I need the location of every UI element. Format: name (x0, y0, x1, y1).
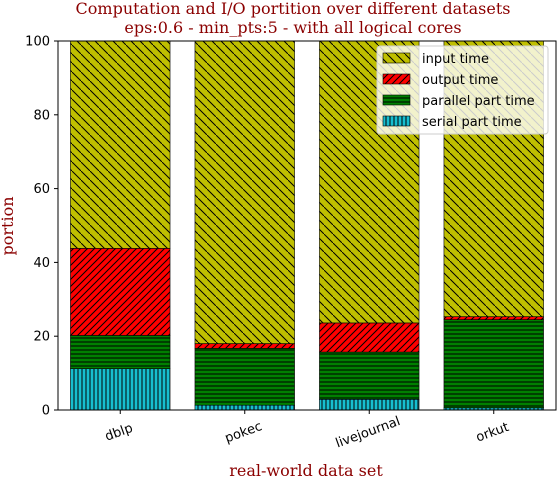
bar-parallel-part-time-livejournal (319, 351, 420, 400)
y-tick-label: 0 (42, 404, 50, 419)
bar-parallel-part-time-dblp (70, 335, 171, 369)
y-tick-label: 80 (33, 108, 50, 123)
legend: input time output time parallel part time s… (376, 45, 549, 135)
y-tick-label: 20 (33, 330, 50, 345)
bar-output-time-pokec (194, 343, 295, 349)
x-axis: dblp pokec livejournal orkut (103, 410, 511, 451)
legend-label-serial-part-time: serial part time (422, 115, 522, 130)
y-tick-label: 40 (33, 256, 50, 271)
plot-frame (57, 40, 557, 411)
y-axis: 0 20 40 60 80 100 (25, 35, 58, 419)
chart-subtitle: eps:0.6 - min_pts:5 - with all logical c… (124, 18, 461, 37)
bar-output-time-livejournal (319, 322, 420, 353)
bar-input-time-dblp (70, 40, 171, 249)
x-tick-label: livejournal (334, 414, 403, 451)
chart-title: Computation and I/O portition over diffe… (76, 0, 511, 18)
y-tick-label: 60 (33, 182, 50, 197)
legend-swatch-parallel-part-time (382, 94, 411, 106)
x-tick-label: dblp (103, 421, 135, 445)
x-tick-label: pokec (223, 419, 264, 446)
legend-label-output-time: output time (422, 73, 498, 88)
legend-box (376, 45, 549, 135)
bar-serial-part-time-pokec (194, 404, 295, 411)
legend-swatch-serial-part-time (382, 115, 411, 127)
y-tick-label: 100 (25, 35, 50, 50)
legend-label-parallel-part-time: parallel part time (422, 94, 535, 109)
bar-serial-part-time-dblp (70, 368, 171, 411)
bar-output-time-dblp (70, 248, 171, 336)
bars-group (70, 40, 544, 411)
y-axis-label: portion (0, 196, 17, 255)
bar-output-time-orkut (443, 316, 544, 320)
bar-input-time-pokec (194, 40, 295, 344)
x-tick-label: orkut (474, 420, 511, 446)
x-axis-label: real-world data set (229, 461, 383, 480)
legend-swatch-output-time (382, 73, 411, 85)
bar-serial-part-time-livejournal (319, 398, 420, 411)
legend-label-input-time: input time (422, 52, 489, 67)
bar-parallel-part-time-pokec (194, 348, 295, 406)
legend-swatch-input-time (382, 52, 411, 64)
bar-parallel-part-time-orkut (443, 319, 544, 409)
